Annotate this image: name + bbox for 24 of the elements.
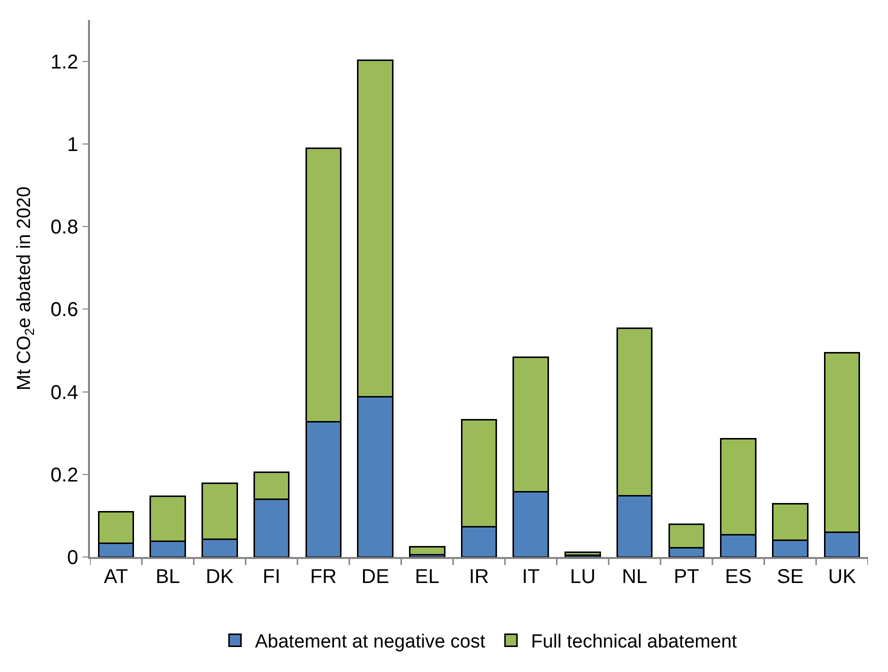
x-tick-label: FR bbox=[310, 566, 337, 588]
x-tick-label: BL bbox=[156, 566, 180, 588]
y-tick-label: 0.4 bbox=[50, 382, 78, 404]
y-tick-label: 1.2 bbox=[50, 51, 78, 74]
x-tick-label: UK bbox=[828, 566, 857, 588]
x-tick-label: EL bbox=[414, 566, 440, 588]
y-tick-label: 0.6 bbox=[50, 299, 78, 322]
y-tick-label: 1 bbox=[67, 134, 78, 156]
x-tick-label: AT bbox=[104, 566, 128, 588]
x-tick-label: IT bbox=[522, 566, 540, 588]
y-tick-label: 0.8 bbox=[50, 216, 78, 239]
legend-label: Full technical abatement bbox=[530, 632, 738, 653]
x-tick-label: IR bbox=[469, 566, 489, 588]
legend-label: Abatement at negative cost bbox=[255, 632, 486, 653]
x-tick-label: FI bbox=[262, 566, 280, 588]
x-tick-label: DE bbox=[361, 566, 390, 588]
x-tick-label: PT bbox=[674, 566, 700, 588]
x-tick-label: NL bbox=[622, 566, 648, 588]
x-tick-label: LU bbox=[570, 566, 596, 588]
x-tick-label: ES bbox=[724, 566, 752, 588]
y-tick-label: 0 bbox=[67, 547, 78, 569]
y-tick-label: 0.2 bbox=[50, 464, 78, 486]
x-tick-label: DK bbox=[206, 566, 234, 588]
x-tick-label: SE bbox=[776, 566, 804, 588]
